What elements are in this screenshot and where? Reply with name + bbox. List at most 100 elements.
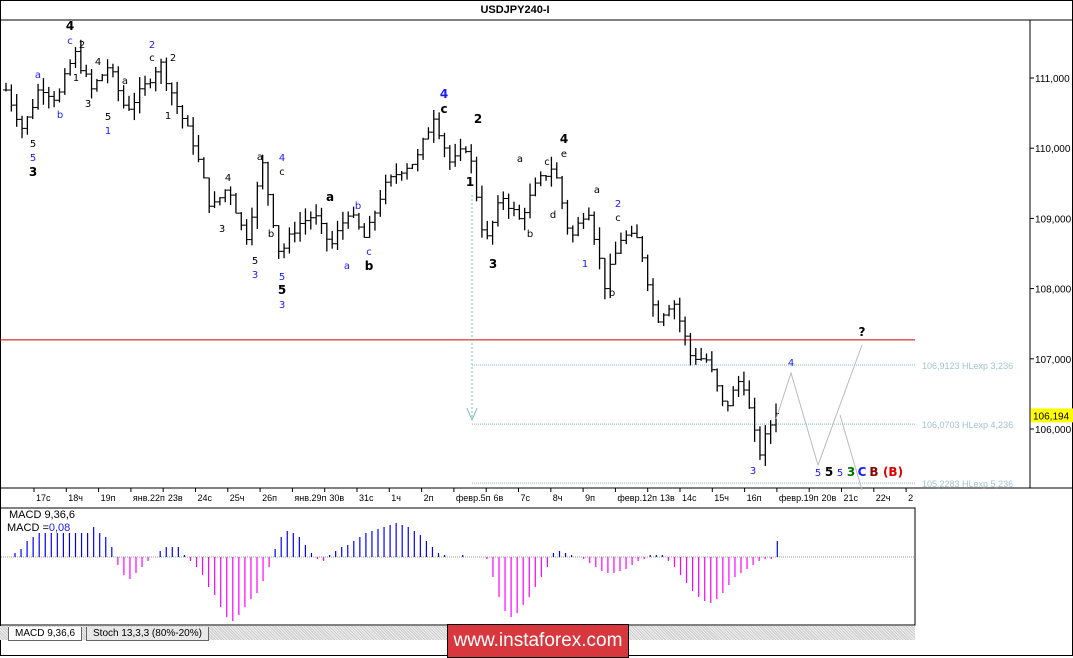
x-tick-label: февр.12п	[617, 493, 657, 503]
wave-label: b	[527, 229, 533, 240]
wave-label: 2	[170, 53, 176, 64]
x-tick-label: 2	[908, 493, 913, 503]
fib-level-label: 105,2283 HLexp 5,236	[922, 479, 1013, 489]
wave-label: 4	[95, 57, 101, 68]
wave-label: 1	[105, 126, 111, 137]
wave-label: 1	[466, 175, 474, 189]
wave-label: 3	[29, 165, 37, 179]
x-tick-label: янв.29п	[294, 493, 326, 503]
wave-label: a	[517, 154, 523, 165]
wave-label: ?	[859, 325, 866, 339]
x-tick-label: 8ч	[553, 493, 563, 503]
x-tick-label: 7с	[521, 493, 531, 503]
x-tick-label: 22ч	[876, 493, 891, 503]
wave-label: 5	[30, 153, 36, 164]
wave-label: 2	[79, 40, 85, 51]
y-tick-label: 107,000	[1035, 355, 1072, 366]
x-tick-label: 13в	[660, 493, 675, 503]
wave-label: B	[869, 465, 878, 479]
wave-label: 1	[165, 111, 171, 122]
wave-label: a	[326, 190, 334, 204]
wave-label: d	[550, 210, 556, 221]
current-price-tag	[1031, 408, 1073, 423]
wave-label: 5	[815, 468, 821, 479]
wave-label: 4	[66, 19, 74, 33]
wave-label: a	[594, 185, 600, 196]
wave-label: 5	[279, 272, 285, 283]
x-tick-label: 19п	[101, 493, 116, 503]
wave-label: 5	[105, 112, 111, 123]
fib-level-label: 106,0703 HLexp 4,236	[922, 420, 1013, 430]
y-tick-label: 108,000	[1035, 285, 1072, 296]
wave-label: 5	[30, 139, 36, 150]
wave-label: c	[366, 247, 372, 258]
wave-label: 4	[279, 153, 285, 164]
x-tick-label: янв.22п	[133, 493, 165, 503]
wave-label: (B)	[883, 465, 903, 479]
x-tick-label: 18ч	[68, 493, 83, 503]
y-tick-label: 110,000	[1035, 144, 1071, 155]
wave-label: c	[67, 36, 73, 47]
wave-label: 2	[474, 112, 482, 126]
x-tick-label: 31с	[359, 493, 374, 503]
x-tick-label: 14с	[682, 493, 697, 503]
wave-label: 4	[788, 358, 794, 369]
wave-label: 3	[750, 466, 756, 477]
wave-label: 3	[847, 465, 855, 479]
wave-projection-path	[775, 344, 863, 467]
wave-label: 5	[278, 283, 286, 297]
wave-label: 5	[252, 256, 258, 267]
wave-label: 1	[73, 73, 79, 84]
x-tick-label: 9п	[585, 493, 595, 503]
wave-label: a	[35, 70, 41, 81]
x-tick-label: 17с	[36, 493, 51, 503]
x-tick-label: 21с	[844, 493, 859, 503]
chart-title: USDJPY240-I	[480, 4, 550, 16]
wave-label: 4	[225, 173, 231, 184]
wave-label: c	[440, 102, 447, 116]
wave-label: b	[355, 201, 361, 212]
wave-label: c	[544, 157, 550, 168]
wave-label: c	[615, 213, 621, 224]
wave-label: c	[149, 53, 155, 64]
y-tick-label: 109,000	[1035, 214, 1072, 225]
x-tick-label: 6в	[493, 493, 503, 503]
wave-label: 4	[560, 132, 568, 146]
fib-level-label: 106,9123 HLexp 3,236	[922, 361, 1013, 371]
wave-label: 3	[279, 300, 285, 311]
wave-label: 3	[252, 270, 258, 281]
wave-label: e	[561, 149, 567, 160]
current-price-label: 106,194	[1033, 411, 1070, 422]
wave-label: a	[122, 76, 128, 87]
wave-label: a	[257, 152, 263, 163]
wave-label: 5	[825, 465, 833, 479]
wave-label: b	[609, 288, 615, 299]
wave-label: 3	[85, 99, 91, 110]
wave-label: b	[268, 229, 274, 240]
x-tick-label: 23в	[168, 493, 183, 503]
x-tick-label: 1ч	[391, 493, 401, 503]
wave-label: 1	[582, 259, 588, 270]
tab-stoch[interactable]: Stoch 13,3,3 (80%-20%)	[86, 627, 209, 641]
wave-label: 3	[219, 224, 225, 235]
wave-projection-alt	[839, 414, 863, 491]
x-tick-label: 16п	[747, 493, 762, 503]
x-tick-label: 24с	[198, 493, 213, 503]
wave-label: 3	[489, 257, 497, 271]
wave-label: 4	[440, 87, 448, 101]
instaforex-logo[interactable]: www.instaforex.com	[447, 624, 629, 658]
wave-label: b	[57, 110, 63, 121]
wave-label: C	[858, 465, 867, 479]
x-tick-label: 15ч	[714, 493, 729, 503]
x-tick-label: 20в	[821, 493, 836, 503]
x-tick-label: 25ч	[230, 493, 245, 503]
macd-panel	[0, 507, 916, 626]
tab-macd[interactable]: MACD 9,36,6	[8, 627, 83, 641]
x-tick-label: февр.19п	[779, 493, 819, 503]
wave-label: 2	[149, 40, 155, 51]
wave-label: a	[344, 261, 350, 272]
macd-value: 0,08	[48, 522, 71, 534]
x-tick-label: 2п	[424, 493, 434, 503]
macd-title: MACD 9,36,6	[9, 509, 76, 521]
